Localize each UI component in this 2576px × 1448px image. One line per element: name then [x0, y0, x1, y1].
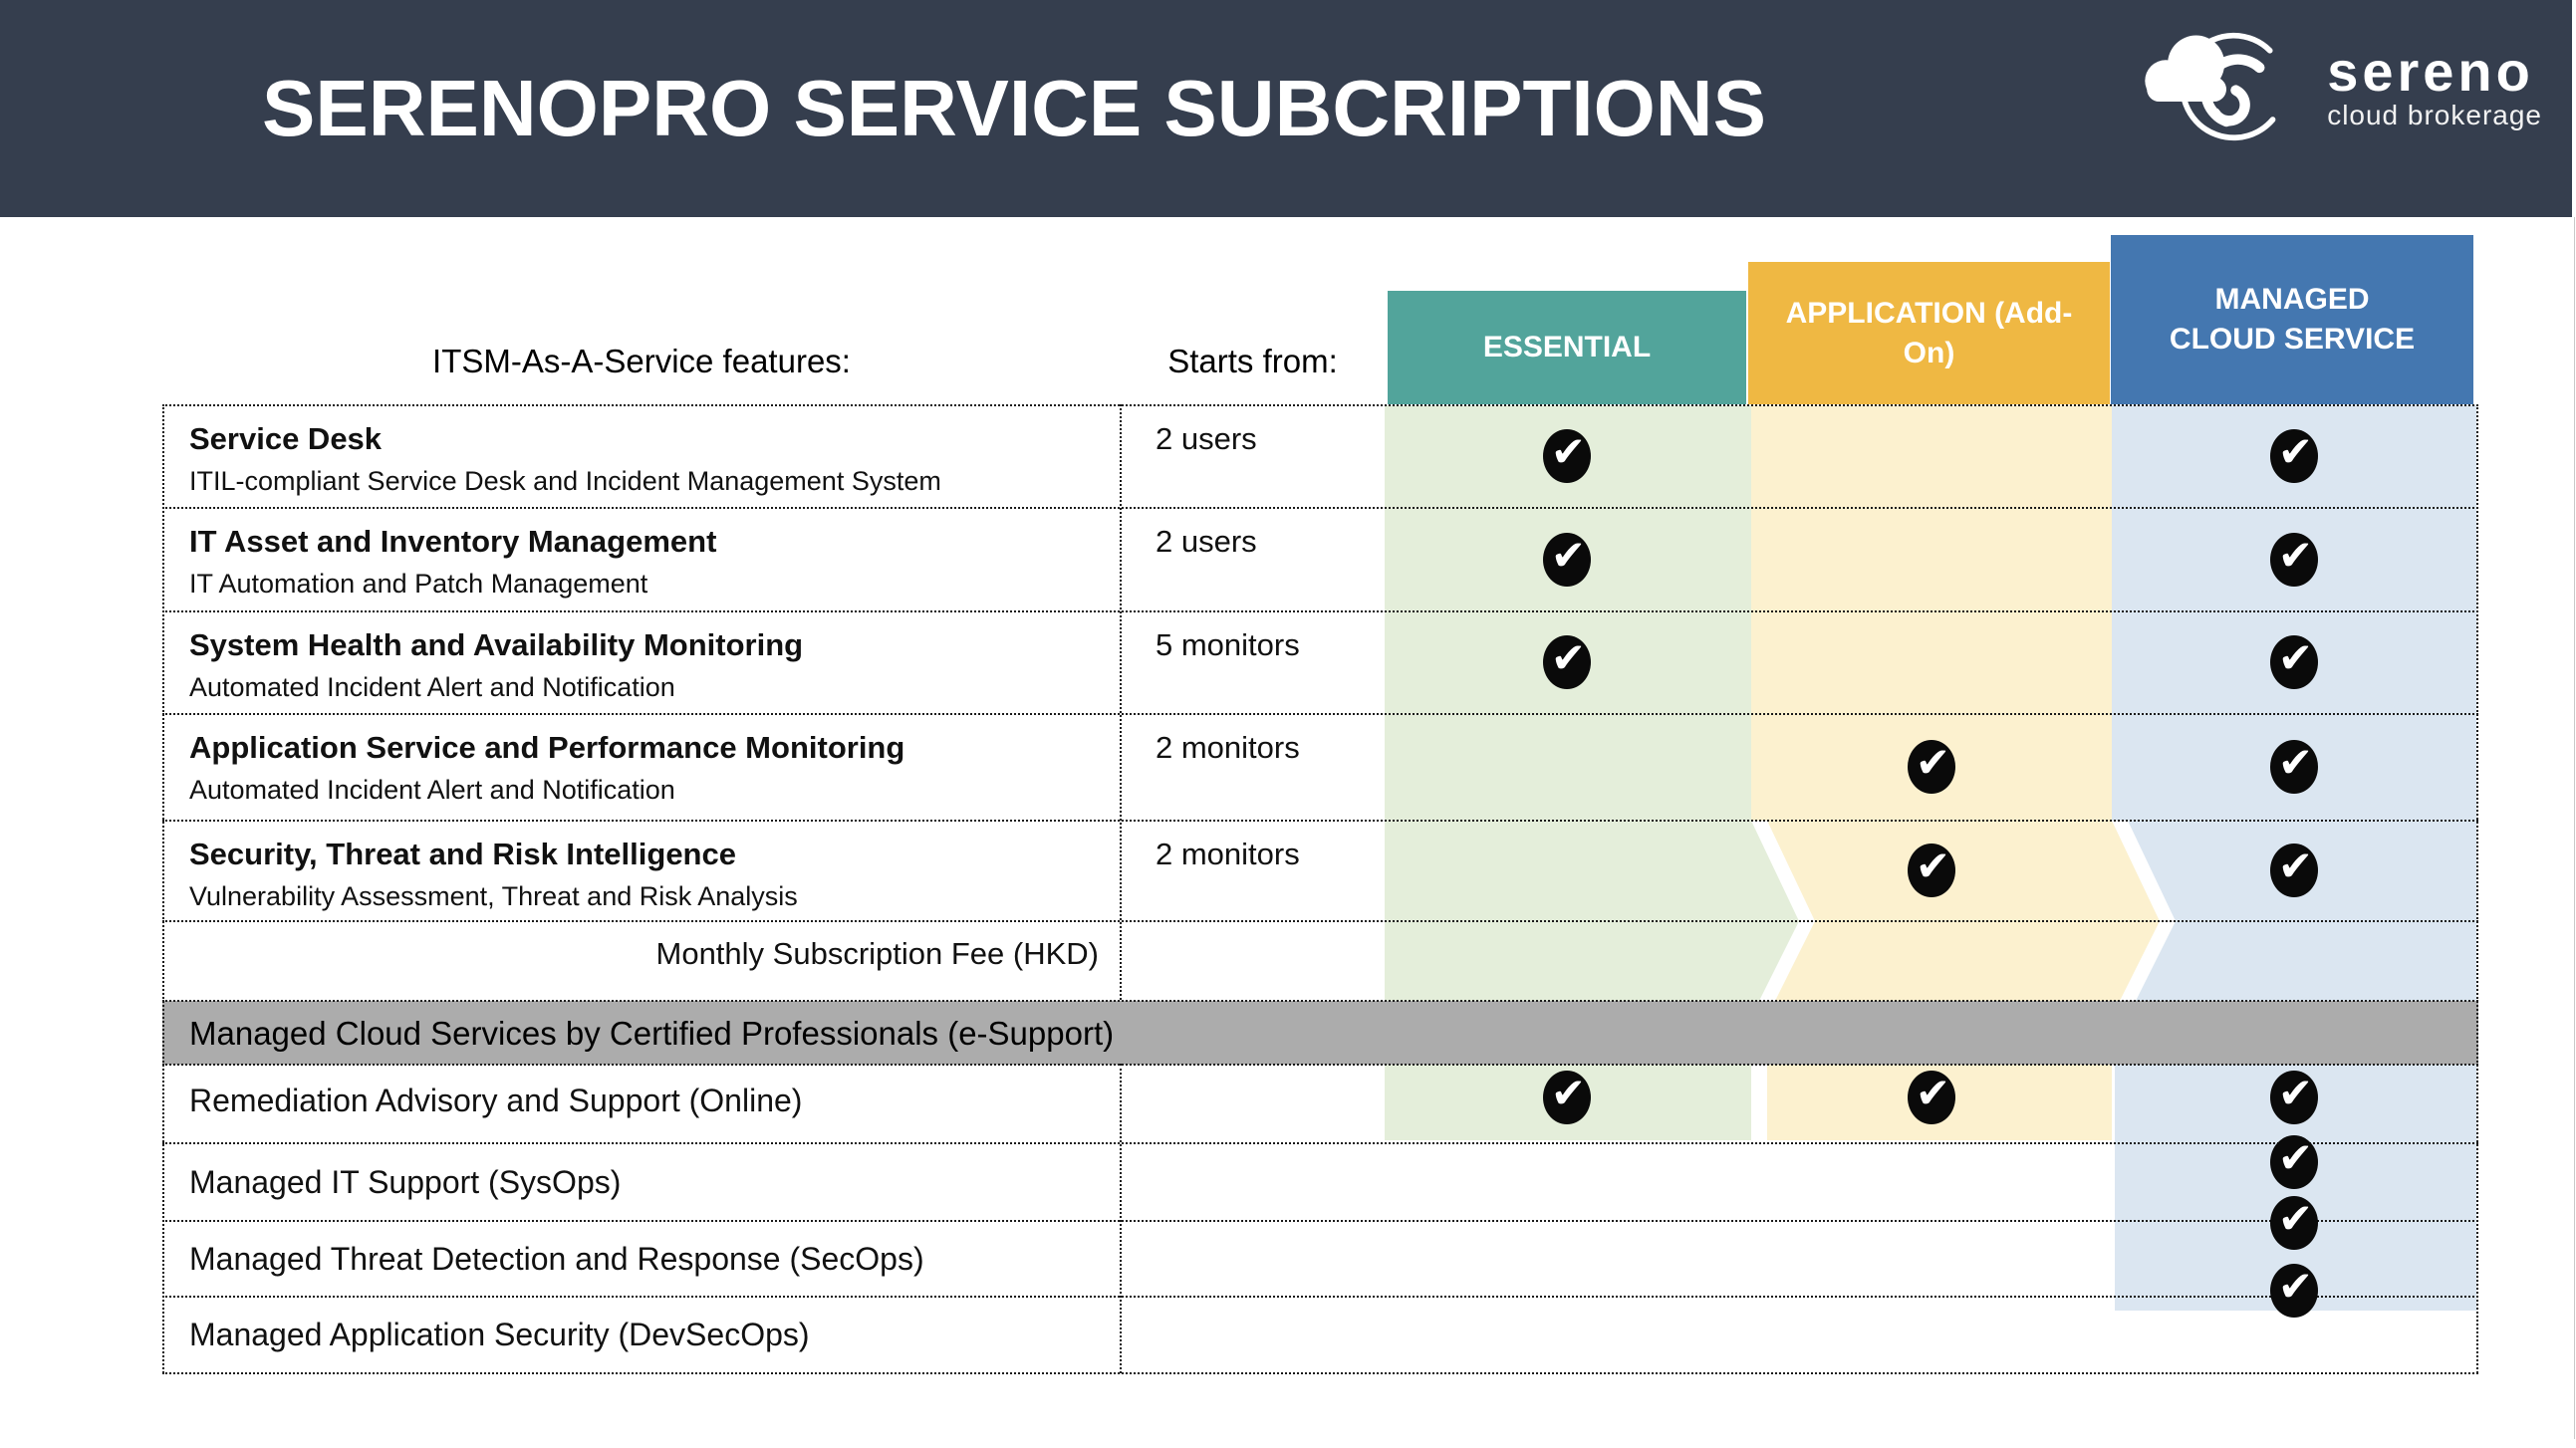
title-bar: SERENOPRO SERVICE SUBCRIPTIONS [0, 0, 2572, 217]
section-header: Managed Cloud Services by Certified Prof… [189, 1015, 1115, 1052]
check-icon: ✔ [2270, 1264, 2318, 1318]
slide-edge-line [2574, 217, 2575, 1439]
feature-row: Service Desk ITIL-compliant Service Desk… [189, 419, 1111, 499]
row-line [162, 1220, 2478, 1222]
feature-row: IT Asset and Inventory Management IT Aut… [189, 522, 1111, 602]
row-line [162, 610, 2478, 612]
column-divider [1120, 404, 1122, 1000]
cloud-swirl-logo-icon [2132, 22, 2321, 150]
logo-tagline: cloud brokerage [2327, 99, 2542, 130]
check-icon: ✔ [2270, 1135, 2318, 1189]
sereno-logo: sereno cloud brokerage [2132, 22, 2542, 150]
check-icon: ✔ [1543, 635, 1591, 689]
feature-title: Service Desk [189, 421, 383, 456]
row-line [162, 1142, 2478, 1144]
feature-title: Security, Threat and Risk Intelligence [189, 837, 736, 871]
row-line [162, 1296, 2478, 1298]
starts-from-value: 5 monitors [1156, 627, 1300, 662]
feature-subtitle: Automated Incident Alert and Notificatio… [189, 775, 675, 805]
feature-row: Application Service and Performance Moni… [189, 728, 1111, 808]
check-icon: ✔ [2270, 533, 2318, 587]
feature-subtitle: Vulnerability Assessment, Threat and Ris… [189, 881, 798, 911]
check-icon: ✔ [1908, 740, 1955, 794]
row-line [162, 820, 2478, 822]
check-icon: ✔ [2270, 429, 2318, 483]
column-divider [1120, 1064, 1122, 1373]
feature-row: Security, Threat and Risk Intelligence V… [189, 835, 1111, 914]
plan-header-managed: MANAGED CLOUD SERVICE [2111, 235, 2473, 404]
check-icon: ✔ [1908, 844, 1955, 897]
table-bottom-border [162, 1372, 2478, 1374]
application-band [1751, 405, 2160, 1001]
check-icon: ✔ [2270, 1071, 2318, 1124]
support-row-label: Managed IT Support (SysOps) [189, 1164, 622, 1200]
check-icon: ✔ [1908, 1071, 1955, 1124]
check-icon: ✔ [1543, 1071, 1591, 1124]
section-band [162, 1001, 2478, 1065]
check-icon: ✔ [2270, 635, 2318, 689]
support-row-label: Managed Application Security (DevSecOps) [189, 1317, 810, 1352]
feature-subtitle: ITIL-compliant Service Desk and Incident… [189, 466, 941, 496]
plan-header-essential: ESSENTIAL [1388, 291, 1746, 404]
table-right-border [2476, 404, 2478, 1373]
starts-from-value: 2 users [1156, 524, 1257, 559]
check-icon: ✔ [2270, 740, 2318, 794]
feature-title: Application Service and Performance Moni… [189, 730, 905, 765]
check-icon: ✔ [1543, 429, 1591, 483]
check-icon: ✔ [2270, 1196, 2318, 1250]
essential-band [1385, 405, 1799, 1001]
feature-subtitle: Automated Incident Alert and Notificatio… [189, 672, 675, 702]
row-line [162, 1000, 2478, 1002]
starts-from-header: Starts from: [1167, 343, 1338, 379]
feature-subtitle: IT Automation and Patch Management [189, 569, 648, 599]
feature-row: System Health and Availability Monitorin… [189, 625, 1111, 705]
row-line [162, 920, 2478, 922]
starts-from-value: 2 users [1156, 421, 1257, 456]
check-icon: ✔ [1543, 533, 1591, 587]
row-line [162, 404, 2478, 406]
monthly-fee-label: Monthly Subscription Fee (HKD) [655, 936, 1100, 971]
logo-text: sereno cloud brokerage [2327, 39, 2542, 130]
support-row-label: Managed Threat Detection and Response (S… [189, 1241, 924, 1277]
check-icon: ✔ [2270, 844, 2318, 897]
starts-from-value: 2 monitors [1156, 837, 1300, 871]
features-header: ITSM-As-A-Service features: [432, 343, 851, 379]
support-row-label: Remediation Advisory and Support (Online… [189, 1083, 803, 1118]
row-line [162, 507, 2478, 509]
feature-title: System Health and Availability Monitorin… [189, 627, 804, 662]
logo-wordmark: sereno [2327, 39, 2534, 103]
feature-title: IT Asset and Inventory Management [189, 524, 717, 559]
row-line [162, 1064, 2478, 1066]
row-line [162, 713, 2478, 715]
table-left-border [162, 404, 164, 1373]
plan-header-application: APPLICATION (Add- On) [1748, 262, 2110, 404]
page-title: SERENOPRO SERVICE SUBCRIPTIONS [262, 64, 1766, 152]
starts-from-value: 2 monitors [1156, 730, 1300, 765]
